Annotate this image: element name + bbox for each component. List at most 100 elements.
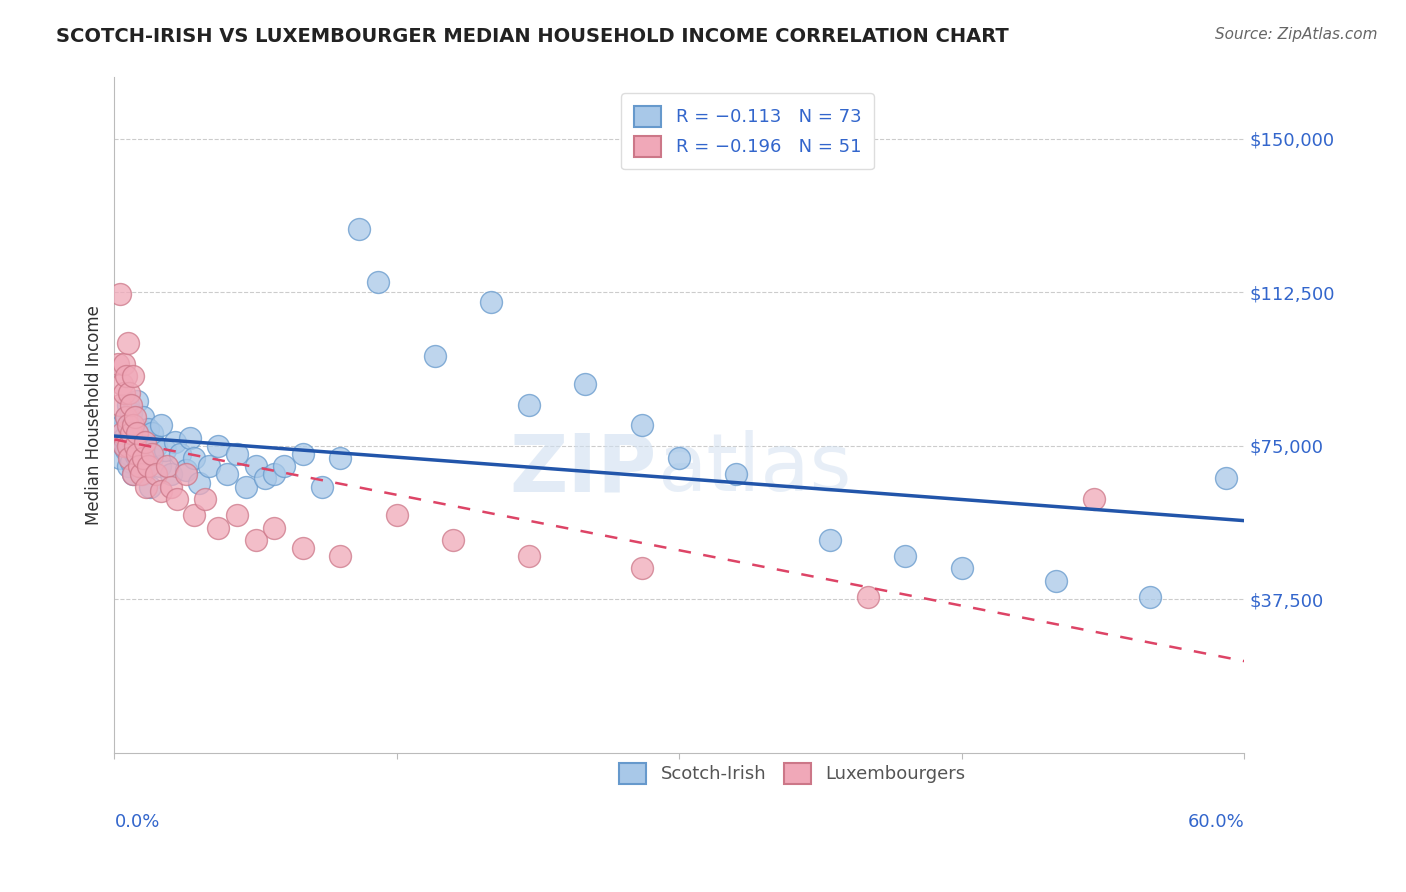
Point: [235, 480, 257, 494]
Y-axis label: Median Household Income: Median Household Income: [86, 305, 103, 525]
Point: [950, 561, 973, 575]
Point: [125, 426, 148, 441]
Point: [131, 450, 153, 465]
Point: [160, 480, 183, 494]
Point: [122, 467, 145, 482]
Point: [120, 398, 142, 412]
Point: [517, 549, 540, 564]
Point: [329, 450, 352, 465]
Point: [114, 369, 136, 384]
Point: [150, 483, 173, 498]
Point: [225, 508, 247, 523]
Point: [136, 459, 159, 474]
Point: [112, 385, 135, 400]
Point: [169, 447, 191, 461]
Point: [150, 418, 173, 433]
Point: [128, 459, 150, 474]
Point: [135, 434, 157, 449]
Point: [197, 459, 219, 474]
Point: [129, 426, 152, 441]
Point: [112, 430, 135, 444]
Point: [120, 406, 142, 420]
Point: [122, 418, 145, 433]
Text: Source: ZipAtlas.com: Source: ZipAtlas.com: [1215, 27, 1378, 42]
Point: [124, 410, 146, 425]
Point: [117, 418, 139, 433]
Point: [117, 439, 139, 453]
Point: [149, 459, 172, 474]
Point: [117, 459, 139, 474]
Point: [183, 508, 205, 523]
Point: [207, 439, 229, 453]
Point: [160, 467, 183, 482]
Point: [134, 434, 156, 449]
Point: [120, 426, 142, 441]
Point: [124, 447, 146, 461]
Point: [107, 357, 129, 371]
Point: [122, 418, 145, 433]
Point: [136, 447, 159, 461]
Point: [131, 467, 153, 482]
Point: [145, 439, 167, 453]
Point: [108, 398, 131, 412]
Point: [1045, 574, 1067, 588]
Point: [129, 459, 152, 474]
Point: [217, 467, 239, 482]
Point: [329, 549, 352, 564]
Text: SCOTCH-IRISH VS LUXEMBOURGER MEDIAN HOUSEHOLD INCOME CORRELATION CHART: SCOTCH-IRISH VS LUXEMBOURGER MEDIAN HOUS…: [56, 27, 1010, 45]
Point: [141, 426, 163, 441]
Point: [145, 467, 167, 482]
Point: [155, 442, 177, 457]
Point: [129, 467, 152, 482]
Point: [163, 434, 186, 449]
Point: [479, 295, 502, 310]
Point: [141, 450, 163, 465]
Point: [1083, 491, 1105, 506]
Point: [194, 491, 217, 506]
Point: [517, 398, 540, 412]
Point: [117, 336, 139, 351]
Point: [112, 357, 135, 371]
Point: [818, 533, 841, 547]
Point: [135, 480, 157, 494]
Point: [245, 533, 267, 547]
Point: [724, 467, 747, 482]
Point: [225, 447, 247, 461]
Point: [117, 398, 139, 412]
Point: [856, 590, 879, 604]
Text: ZIP: ZIP: [509, 430, 657, 508]
Point: [111, 377, 134, 392]
Text: atlas: atlas: [657, 430, 851, 508]
Point: [122, 369, 145, 384]
Point: [183, 450, 205, 465]
Point: [174, 467, 197, 482]
Point: [114, 410, 136, 425]
Point: [111, 426, 134, 441]
Point: [112, 439, 135, 453]
Point: [108, 287, 131, 301]
Point: [111, 418, 134, 433]
Point: [367, 275, 389, 289]
Legend: Scotch-Irish, Luxembourgers: Scotch-Irish, Luxembourgers: [612, 756, 973, 791]
Point: [125, 393, 148, 408]
Point: [894, 549, 917, 564]
Point: [131, 410, 153, 425]
Point: [114, 442, 136, 457]
Point: [118, 422, 141, 436]
Text: 60.0%: 60.0%: [1188, 814, 1244, 831]
Point: [179, 430, 201, 444]
Point: [139, 480, 162, 494]
Point: [630, 561, 652, 575]
Point: [263, 467, 285, 482]
Point: [124, 430, 146, 444]
Point: [630, 418, 652, 433]
Point: [125, 450, 148, 465]
Point: [441, 533, 464, 547]
Point: [122, 467, 145, 482]
Text: 0.0%: 0.0%: [114, 814, 160, 831]
Point: [311, 480, 333, 494]
Point: [273, 459, 295, 474]
Point: [118, 447, 141, 461]
Point: [112, 439, 135, 453]
Point: [1215, 471, 1237, 485]
